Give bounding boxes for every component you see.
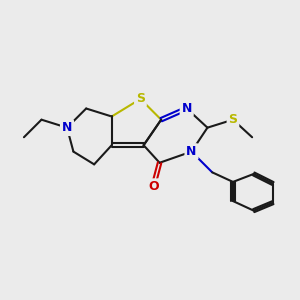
Text: N: N bbox=[182, 102, 192, 115]
Text: S: S bbox=[229, 113, 238, 126]
Text: N: N bbox=[186, 145, 197, 158]
Text: N: N bbox=[62, 121, 72, 134]
Text: S: S bbox=[136, 92, 145, 105]
Text: O: O bbox=[148, 180, 158, 193]
